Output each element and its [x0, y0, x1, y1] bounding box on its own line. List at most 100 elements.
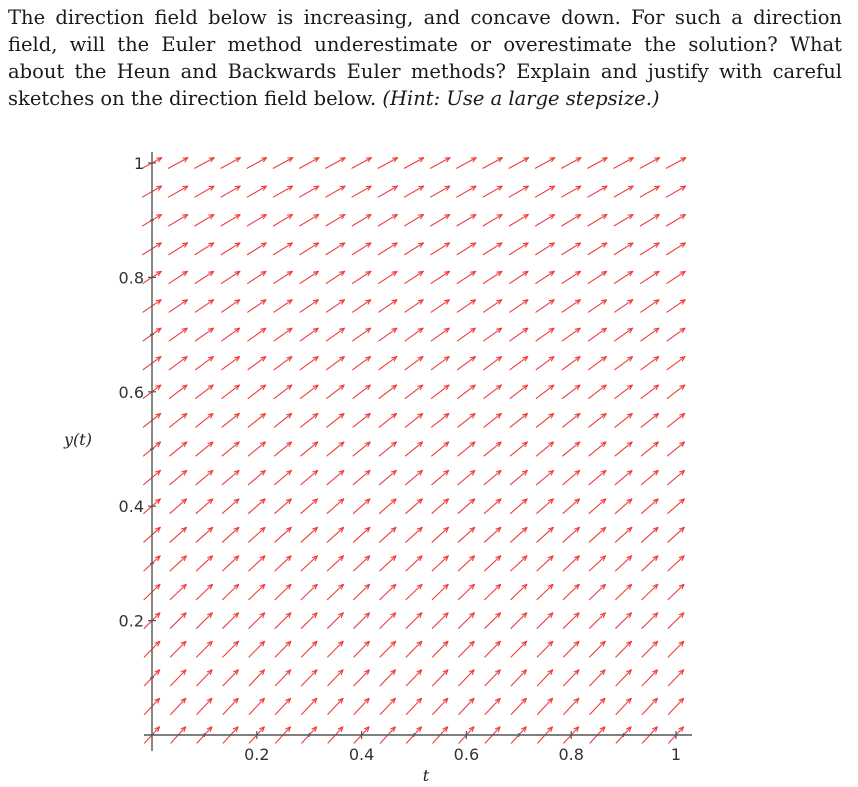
field-arrow	[377, 242, 398, 256]
field-arrow	[379, 555, 397, 572]
field-arrow	[404, 327, 424, 342]
field-arrow	[562, 498, 581, 514]
field-arrow	[458, 640, 475, 658]
field-arrow	[221, 469, 240, 486]
field-arrow	[666, 356, 686, 371]
field-arrow	[247, 441, 266, 457]
field-arrow	[536, 498, 554, 514]
hint-close: )	[651, 87, 660, 110]
field-arrow	[221, 413, 240, 428]
field-arrow	[482, 213, 503, 227]
field-arrow	[457, 555, 476, 572]
field-arrow	[326, 498, 345, 514]
field-arrow	[587, 356, 607, 371]
x-axis-label: t	[423, 766, 430, 785]
field-arrow	[534, 157, 556, 169]
field-arrow	[169, 612, 187, 629]
field-arrow	[222, 612, 239, 629]
field-arrow	[431, 583, 449, 601]
field-arrow	[429, 157, 451, 169]
field-arrow	[510, 697, 527, 715]
field-arrow	[299, 327, 319, 342]
field-arrow	[325, 185, 346, 198]
field-arrow	[666, 384, 686, 400]
field-arrow	[588, 583, 606, 601]
field-arrow	[588, 413, 607, 428]
field-arrow	[509, 441, 528, 457]
field-arrow	[351, 242, 372, 256]
field-arrow	[247, 413, 266, 428]
field-arrow	[458, 612, 475, 629]
y-tick-label: 0.6	[119, 383, 144, 402]
field-arrow	[431, 526, 449, 543]
field-arrow	[220, 270, 241, 284]
field-arrow	[274, 555, 292, 572]
field-arrow	[587, 299, 608, 313]
field-arrow	[351, 213, 372, 227]
field-arrow	[667, 555, 685, 572]
field-arrow	[248, 640, 266, 658]
y-tick: 1	[134, 154, 156, 221]
field-arrow	[613, 157, 634, 169]
field-arrow	[273, 327, 293, 342]
field-arrow	[457, 413, 476, 428]
field-arrow	[587, 157, 608, 169]
field-arrow	[299, 242, 320, 256]
field-arrow	[640, 327, 660, 342]
field-arrow	[222, 669, 239, 687]
field-arrow	[456, 270, 477, 284]
field-arrow	[613, 213, 634, 227]
field-arrow	[458, 697, 475, 715]
field-arrow	[665, 185, 687, 198]
field-arrow	[483, 469, 502, 486]
field-arrow	[273, 270, 293, 284]
field-arrow	[535, 270, 555, 284]
field-arrow	[220, 213, 241, 227]
field-arrow	[272, 157, 294, 169]
field-arrow	[588, 384, 607, 400]
field-arrow	[194, 327, 214, 342]
field-arrow	[273, 299, 293, 313]
field-arrow	[195, 498, 214, 514]
field-arrow	[483, 526, 502, 543]
field-arrow	[561, 242, 582, 256]
field-arrow	[535, 242, 555, 256]
field-arrow	[589, 697, 606, 715]
field-arrow	[482, 270, 503, 284]
field-arrow	[299, 270, 319, 284]
field-arrow	[589, 669, 606, 687]
x-tick-label: 0.6	[454, 745, 479, 764]
field-arrow	[613, 270, 634, 284]
field-arrow	[221, 327, 241, 342]
field-arrow	[300, 555, 318, 572]
field-arrow	[562, 413, 581, 428]
field-arrow	[378, 384, 398, 400]
field-arrow	[615, 640, 632, 658]
field-arrow	[561, 185, 582, 198]
field-arrow	[484, 640, 501, 658]
field-arrow	[274, 697, 292, 715]
field-arrow	[194, 157, 215, 169]
field-arrow	[456, 242, 477, 256]
field-arrow	[379, 640, 397, 658]
field-arrow	[299, 185, 320, 198]
field-arrow	[326, 526, 345, 543]
field-arrow	[220, 299, 241, 313]
field-arrow	[196, 640, 213, 658]
field-arrow	[194, 185, 215, 198]
field-arrow	[194, 356, 214, 371]
field-arrow	[326, 469, 345, 486]
field-arrow	[168, 384, 188, 400]
field-arrow	[404, 356, 424, 371]
field-arrow	[168, 213, 189, 227]
y-tick-label: 0.4	[119, 497, 144, 516]
field-arrow	[327, 612, 344, 629]
hint-text: Hint: Use a large stepsize.	[389, 87, 652, 110]
field-arrow	[640, 498, 659, 514]
field-arrow	[298, 157, 320, 169]
field-arrow	[666, 270, 686, 284]
field-arrow	[352, 413, 371, 428]
field-arrow	[482, 242, 503, 256]
field-arrow	[352, 555, 371, 572]
